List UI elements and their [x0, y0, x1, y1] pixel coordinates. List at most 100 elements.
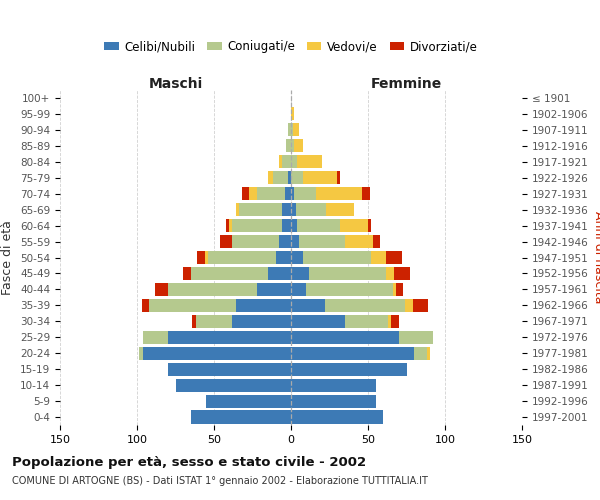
- Y-axis label: Fasce di età: Fasce di età: [1, 220, 14, 295]
- Bar: [143, 330, 168, 344]
- Bar: [236, 299, 291, 312]
- Bar: [297, 155, 322, 168]
- Bar: [282, 155, 291, 168]
- Bar: [304, 171, 337, 184]
- Bar: [183, 267, 191, 280]
- Bar: [232, 235, 278, 248]
- Bar: [155, 283, 168, 296]
- Bar: [149, 299, 236, 312]
- Bar: [257, 187, 285, 200]
- Bar: [307, 283, 392, 296]
- Bar: [232, 219, 282, 232]
- Bar: [394, 267, 410, 280]
- Bar: [386, 251, 402, 264]
- Bar: [293, 124, 299, 136]
- Bar: [272, 171, 288, 184]
- Bar: [285, 187, 291, 200]
- Bar: [340, 219, 368, 232]
- Bar: [291, 171, 304, 184]
- Bar: [414, 346, 427, 360]
- Bar: [168, 362, 291, 376]
- Bar: [299, 235, 345, 248]
- Bar: [294, 140, 304, 152]
- Bar: [205, 251, 208, 264]
- Bar: [291, 378, 376, 392]
- Bar: [236, 203, 239, 216]
- Bar: [196, 315, 232, 328]
- Bar: [368, 219, 371, 232]
- Bar: [142, 299, 149, 312]
- Bar: [345, 315, 388, 328]
- Bar: [291, 394, 376, 407]
- Bar: [257, 283, 291, 296]
- Bar: [193, 315, 196, 328]
- Bar: [294, 187, 316, 200]
- Bar: [220, 235, 232, 248]
- Y-axis label: Anni di nascita: Anni di nascita: [592, 211, 600, 304]
- Bar: [143, 346, 291, 360]
- Bar: [191, 267, 268, 280]
- Legend: Celibi/Nubili, Coniugati/e, Vedovi/e, Divorziati/e: Celibi/Nubili, Coniugati/e, Vedovi/e, Di…: [100, 36, 482, 58]
- Bar: [399, 330, 433, 344]
- Bar: [396, 283, 403, 296]
- Bar: [337, 171, 340, 184]
- Bar: [229, 219, 232, 232]
- Bar: [278, 155, 282, 168]
- Bar: [297, 219, 340, 232]
- Bar: [291, 108, 294, 120]
- Bar: [232, 315, 291, 328]
- Bar: [291, 299, 325, 312]
- Bar: [291, 346, 414, 360]
- Bar: [373, 235, 380, 248]
- Text: Maschi: Maschi: [148, 77, 203, 91]
- Bar: [392, 283, 396, 296]
- Bar: [288, 171, 291, 184]
- Bar: [291, 155, 297, 168]
- Bar: [288, 124, 291, 136]
- Bar: [345, 235, 373, 248]
- Bar: [291, 140, 294, 152]
- Bar: [250, 187, 257, 200]
- Bar: [168, 330, 291, 344]
- Bar: [291, 362, 407, 376]
- Bar: [362, 187, 370, 200]
- Bar: [391, 315, 399, 328]
- Bar: [325, 299, 405, 312]
- Bar: [291, 235, 299, 248]
- Bar: [242, 187, 250, 200]
- Bar: [310, 267, 386, 280]
- Bar: [139, 346, 143, 360]
- Bar: [168, 283, 257, 296]
- Bar: [326, 203, 354, 216]
- Bar: [291, 251, 304, 264]
- Bar: [291, 124, 293, 136]
- Bar: [291, 330, 399, 344]
- Bar: [291, 283, 307, 296]
- Bar: [291, 203, 296, 216]
- Text: Femmine: Femmine: [371, 77, 442, 91]
- Bar: [296, 203, 326, 216]
- Bar: [286, 140, 291, 152]
- Bar: [197, 251, 205, 264]
- Bar: [386, 267, 394, 280]
- Bar: [304, 251, 371, 264]
- Bar: [405, 299, 413, 312]
- Bar: [282, 203, 291, 216]
- Bar: [226, 219, 229, 232]
- Bar: [291, 187, 294, 200]
- Bar: [413, 299, 428, 312]
- Bar: [427, 346, 430, 360]
- Bar: [206, 394, 291, 407]
- Bar: [316, 187, 362, 200]
- Bar: [282, 219, 291, 232]
- Bar: [278, 235, 291, 248]
- Bar: [291, 267, 310, 280]
- Bar: [371, 251, 386, 264]
- Bar: [268, 171, 272, 184]
- Bar: [388, 315, 391, 328]
- Bar: [176, 378, 291, 392]
- Bar: [268, 267, 291, 280]
- Bar: [275, 251, 291, 264]
- Bar: [291, 410, 383, 424]
- Text: Popolazione per età, sesso e stato civile - 2002: Popolazione per età, sesso e stato civil…: [12, 456, 366, 469]
